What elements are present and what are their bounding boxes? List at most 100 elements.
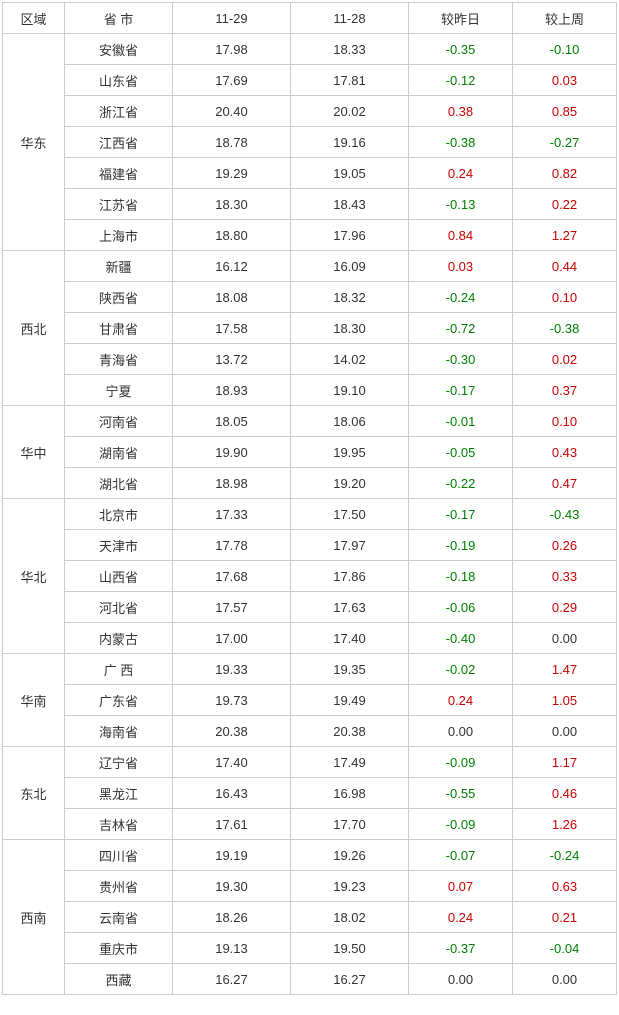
value1-cell: 19.90 <box>173 437 291 468</box>
value1-cell: 17.58 <box>173 313 291 344</box>
diff-week-cell: 1.47 <box>513 654 617 685</box>
province-cell: 新疆 <box>65 251 173 282</box>
value1-cell: 17.98 <box>173 34 291 65</box>
diff-week-cell: 0.02 <box>513 344 617 375</box>
region-cell: 华南 <box>3 654 65 747</box>
diff-week-cell: 1.05 <box>513 685 617 716</box>
province-cell: 江苏省 <box>65 189 173 220</box>
value2-cell: 18.33 <box>291 34 409 65</box>
value2-cell: 19.35 <box>291 654 409 685</box>
table-row: 山西省17.6817.86-0.180.33 <box>3 561 617 592</box>
diff-week-cell: 0.47 <box>513 468 617 499</box>
region-cell: 华东 <box>3 34 65 251</box>
value2-cell: 17.86 <box>291 561 409 592</box>
value1-cell: 19.29 <box>173 158 291 189</box>
value1-cell: 18.98 <box>173 468 291 499</box>
province-cell: 湖北省 <box>65 468 173 499</box>
diff-day-cell: -0.30 <box>409 344 513 375</box>
value1-cell: 18.05 <box>173 406 291 437</box>
table-row: 天津市17.7817.97-0.190.26 <box>3 530 617 561</box>
header-diff-week: 较上周 <box>513 3 617 34</box>
province-cell: 上海市 <box>65 220 173 251</box>
value1-cell: 19.33 <box>173 654 291 685</box>
diff-week-cell: 0.22 <box>513 189 617 220</box>
value2-cell: 18.32 <box>291 282 409 313</box>
diff-day-cell: -0.05 <box>409 437 513 468</box>
diff-day-cell: -0.07 <box>409 840 513 871</box>
diff-week-cell: 0.00 <box>513 716 617 747</box>
value2-cell: 19.16 <box>291 127 409 158</box>
province-cell: 贵州省 <box>65 871 173 902</box>
diff-week-cell: 0.37 <box>513 375 617 406</box>
value1-cell: 17.00 <box>173 623 291 654</box>
value2-cell: 19.26 <box>291 840 409 871</box>
value2-cell: 19.20 <box>291 468 409 499</box>
value2-cell: 17.81 <box>291 65 409 96</box>
diff-week-cell: 0.29 <box>513 592 617 623</box>
diff-day-cell: 0.84 <box>409 220 513 251</box>
value2-cell: 19.95 <box>291 437 409 468</box>
province-cell: 甘肃省 <box>65 313 173 344</box>
value1-cell: 17.69 <box>173 65 291 96</box>
value1-cell: 16.43 <box>173 778 291 809</box>
value2-cell: 14.02 <box>291 344 409 375</box>
diff-week-cell: 0.43 <box>513 437 617 468</box>
value1-cell: 18.93 <box>173 375 291 406</box>
value1-cell: 17.68 <box>173 561 291 592</box>
diff-day-cell: 0.03 <box>409 251 513 282</box>
value2-cell: 20.38 <box>291 716 409 747</box>
value2-cell: 18.43 <box>291 189 409 220</box>
value1-cell: 18.78 <box>173 127 291 158</box>
header-diff-day: 较昨日 <box>409 3 513 34</box>
diff-week-cell: 0.46 <box>513 778 617 809</box>
value2-cell: 18.02 <box>291 902 409 933</box>
value2-cell: 17.40 <box>291 623 409 654</box>
table-row: 内蒙古17.0017.40-0.400.00 <box>3 623 617 654</box>
diff-week-cell: 1.17 <box>513 747 617 778</box>
province-cell: 山西省 <box>65 561 173 592</box>
diff-day-cell: -0.09 <box>409 747 513 778</box>
value2-cell: 18.30 <box>291 313 409 344</box>
value1-cell: 19.19 <box>173 840 291 871</box>
province-cell: 宁夏 <box>65 375 173 406</box>
diff-day-cell: -0.06 <box>409 592 513 623</box>
table-row: 海南省20.3820.380.000.00 <box>3 716 617 747</box>
value1-cell: 18.08 <box>173 282 291 313</box>
table-row: 甘肃省17.5818.30-0.72-0.38 <box>3 313 617 344</box>
diff-day-cell: -0.12 <box>409 65 513 96</box>
province-cell: 吉林省 <box>65 809 173 840</box>
table-row: 江苏省18.3018.43-0.130.22 <box>3 189 617 220</box>
table-row: 贵州省19.3019.230.070.63 <box>3 871 617 902</box>
value2-cell: 19.49 <box>291 685 409 716</box>
region-cell: 华北 <box>3 499 65 654</box>
province-cell: 四川省 <box>65 840 173 871</box>
diff-day-cell: -0.24 <box>409 282 513 313</box>
value2-cell: 17.50 <box>291 499 409 530</box>
value1-cell: 19.30 <box>173 871 291 902</box>
diff-week-cell: 0.26 <box>513 530 617 561</box>
value2-cell: 19.50 <box>291 933 409 964</box>
diff-day-cell: -0.17 <box>409 375 513 406</box>
table-row: 青海省13.7214.02-0.300.02 <box>3 344 617 375</box>
province-cell: 广东省 <box>65 685 173 716</box>
diff-day-cell: 0.24 <box>409 685 513 716</box>
diff-week-cell: 0.10 <box>513 406 617 437</box>
diff-week-cell: 0.10 <box>513 282 617 313</box>
province-cell: 北京市 <box>65 499 173 530</box>
diff-day-cell: -0.37 <box>409 933 513 964</box>
value2-cell: 16.98 <box>291 778 409 809</box>
value2-cell: 19.23 <box>291 871 409 902</box>
diff-day-cell: 0.07 <box>409 871 513 902</box>
table-row: 宁夏18.9319.10-0.170.37 <box>3 375 617 406</box>
region-cell: 西南 <box>3 840 65 995</box>
table-row: 西南四川省19.1919.26-0.07-0.24 <box>3 840 617 871</box>
diff-week-cell: -0.27 <box>513 127 617 158</box>
province-cell: 浙江省 <box>65 96 173 127</box>
value1-cell: 13.72 <box>173 344 291 375</box>
diff-day-cell: 0.38 <box>409 96 513 127</box>
value1-cell: 20.40 <box>173 96 291 127</box>
diff-week-cell: 0.21 <box>513 902 617 933</box>
value1-cell: 17.40 <box>173 747 291 778</box>
value1-cell: 18.30 <box>173 189 291 220</box>
diff-day-cell: -0.17 <box>409 499 513 530</box>
